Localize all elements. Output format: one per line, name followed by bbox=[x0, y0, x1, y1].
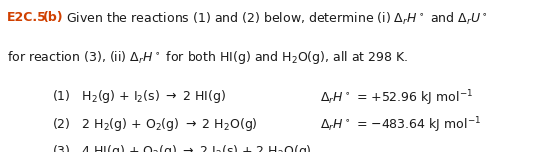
Text: (2)   2 H$_2$(g) + O$_2$(g) $\rightarrow$ 2 H$_2$O(g): (2) 2 H$_2$(g) + O$_2$(g) $\rightarrow$ … bbox=[52, 116, 258, 133]
Text: for reaction (3), (ii) $\Delta_r H^\circ$ for both HI(g) and H$_2$O(g), all at 2: for reaction (3), (ii) $\Delta_r H^\circ… bbox=[7, 49, 408, 66]
Text: (b): (b) bbox=[43, 11, 64, 24]
Text: (1)   H$_2$(g) + I$_2$(s) $\rightarrow$ 2 HI(g): (1) H$_2$(g) + I$_2$(s) $\rightarrow$ 2 … bbox=[52, 88, 226, 105]
Text: $\Delta_r H^\circ$ = +52.96 kJ mol$^{-1}$: $\Delta_r H^\circ$ = +52.96 kJ mol$^{-1}… bbox=[320, 88, 473, 108]
Text: (3)   4 HI(g) + O$_2$(g) $\rightarrow$ 2 I$_2$(s) + 2 H$_2$O(g): (3) 4 HI(g) + O$_2$(g) $\rightarrow$ 2 I… bbox=[52, 143, 312, 152]
Text: Given the reactions (1) and (2) below, determine (i) $\Delta_r H^\circ$ and $\De: Given the reactions (1) and (2) below, d… bbox=[66, 11, 487, 27]
Text: E2C.5: E2C.5 bbox=[7, 11, 46, 24]
Text: $\Delta_r H^\circ$ = $-$483.64 kJ mol$^{-1}$: $\Delta_r H^\circ$ = $-$483.64 kJ mol$^{… bbox=[320, 116, 481, 135]
